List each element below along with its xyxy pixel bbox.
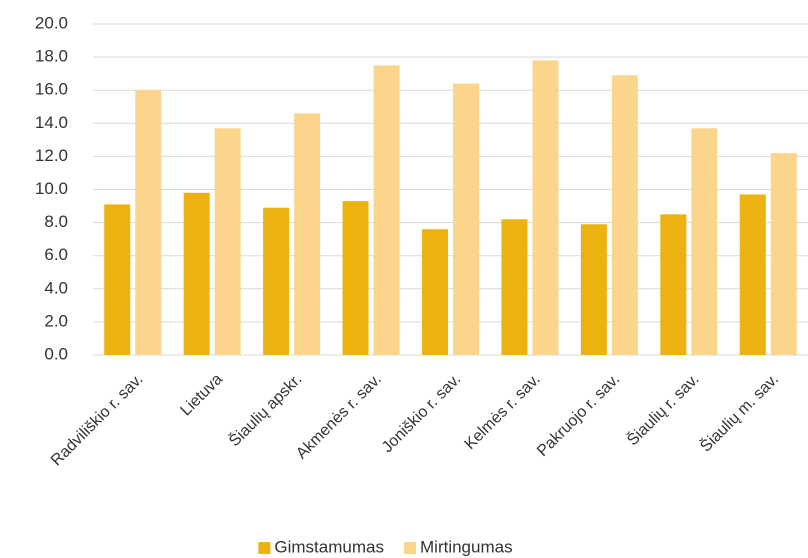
bar [453,83,479,355]
y-tick-label: 16.0 [35,80,68,99]
bar [214,128,241,355]
bar [135,90,162,355]
x-tick-label: Kelmės r. sav. [462,371,544,453]
legend-label: Gimstamumas [274,537,384,556]
bar [691,128,718,355]
x-tick-label: Akmenės r. sav. [293,371,385,463]
y-tick-label: 6.0 [44,245,68,264]
bar [263,207,290,355]
y-tick-label: 12.0 [35,146,68,165]
x-tick-label: Pakruojo r. sav. [534,371,623,460]
y-tick-label: 2.0 [44,311,68,330]
bar [104,204,131,355]
bar [611,75,638,356]
bar [739,194,766,355]
y-tick-label: 10.0 [35,179,68,198]
y-tick-label: 20.0 [35,13,68,32]
bar [770,153,797,355]
y-tick-label: 18.0 [35,47,68,66]
y-tick-label: 4.0 [44,278,68,297]
bar [580,224,607,355]
bar [660,214,687,355]
y-tick-label: 0.0 [44,344,68,363]
x-tick-label: Lietuva [177,371,226,420]
legend-swatch [258,542,271,554]
bar [183,192,210,355]
y-tick-label: 14.0 [35,113,68,132]
y-tick-label: 8.0 [44,212,68,231]
x-tick-label: Šiaulių apskr. [225,369,306,450]
bar [342,201,369,355]
legend-swatch [404,542,416,554]
bar [373,65,400,355]
bar [532,60,559,355]
x-tick-label: Radviliškio r. sav. [48,371,147,470]
legend-label: Mirtingumas [420,537,513,556]
bar [294,113,321,356]
x-tick-label: Joniškio r. sav. [379,371,464,456]
bar [422,229,448,355]
x-tick-label: Šiaulių m. sav. [696,369,782,455]
bar [501,219,528,355]
x-tick-label: Šiaulių r. sav. [623,369,703,449]
